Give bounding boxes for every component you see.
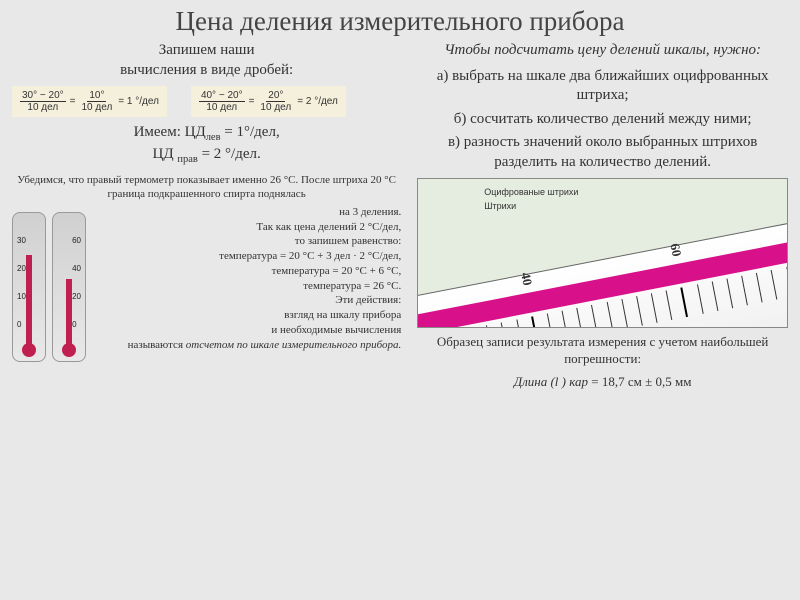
f2-res: = 2 °/дел [297,96,338,107]
intro-line-2: вычисления в виде дробей: [12,61,401,81]
f1-num2: 10° [87,90,106,102]
f2-den1: 10 дел [204,102,239,113]
r6: Длина (l ) кар = 18,7 см ± 0,5 мм [417,374,788,391]
r6-b: = 18,7 см ± 0,5 мм [588,374,691,389]
verify-text: Убедимся, что правый термометр показывае… [12,174,401,202]
formulas-row: 30° − 20°10 дел = 10°10 дел = 1 °/дел 40… [12,86,401,117]
r4: в) разность значений около выбранных штр… [417,133,788,172]
have-line-2: ЦД прав = 2 °/дел. [12,145,401,167]
have1-a: Имеем: ЦД [134,124,206,140]
formula-2: 40° − 20°10 дел = 20°10 дел = 2 °/дел [191,86,346,117]
anno-ticks: Штрихи [484,201,516,211]
r6-a: Длина (l ) кар [514,374,588,389]
f2-num1: 40° − 20° [199,90,245,102]
have2-b: = 2 °/дел. [198,146,261,162]
thermometers: 3020100 6040200 [12,212,86,362]
have1-sub: лев [206,132,221,143]
f1-den2: 10 дел [79,102,114,113]
have1-b: = 1°/дел, [221,124,280,140]
have-line-1: Имеем: ЦДлев = 1°/дел, [12,123,401,145]
thermometer-right: 6040200 [52,212,86,362]
page-title: Цена деления измерительного прибора [0,0,800,41]
r3: б) сосчитать количество делений между ни… [417,110,788,130]
f1-res: = 1 °/дел [118,96,159,107]
formula-1: 30° − 20°10 дел = 10°10 дел = 1 °/дел [12,86,167,117]
f2-den2: 10 дел [258,102,293,113]
thermo-left-tube [26,255,32,347]
f1-eq1: = [70,96,76,107]
right-column: Чтобы подсчитать цену делений шкалы, нуж… [417,41,788,391]
thermometer-left: 3020100 [12,212,46,362]
f1-num1: 30° − 20° [20,90,66,102]
r5: Образец записи результата измерения с уч… [417,334,788,368]
have2-sub: прав [177,154,198,165]
intro-line-1: Запишем наши [12,41,401,61]
anno-numbered-ticks: Оцифрованые штрихи [484,187,578,197]
columns: Запишем наши вычисления в виде дробей: 3… [0,41,800,391]
thermo-left-ticks-l: 3020100 [17,227,26,339]
ruler-diagram: Оцифрованые штрихи Штрихи Деления – это … [417,178,788,328]
thermo-right-tube [66,279,72,347]
f2-eq1: = [249,96,255,107]
r1: Чтобы подсчитать цену делений шкалы, нуж… [417,41,788,61]
f2-num2: 20° [266,90,285,102]
f1-den1: 10 дел [25,102,60,113]
ruler-body: 204060 [417,216,788,328]
r2: а) выбрать на шкале два ближайших оцифро… [417,67,788,106]
thermo-and-text: 3020100 6040200 на 3 деления. Так как це… [12,206,401,353]
have2-a: ЦД [153,146,178,162]
thermo-right-ticks: 6040200 [72,227,81,339]
left-column: Запишем наши вычисления в виде дробей: 3… [12,41,401,391]
